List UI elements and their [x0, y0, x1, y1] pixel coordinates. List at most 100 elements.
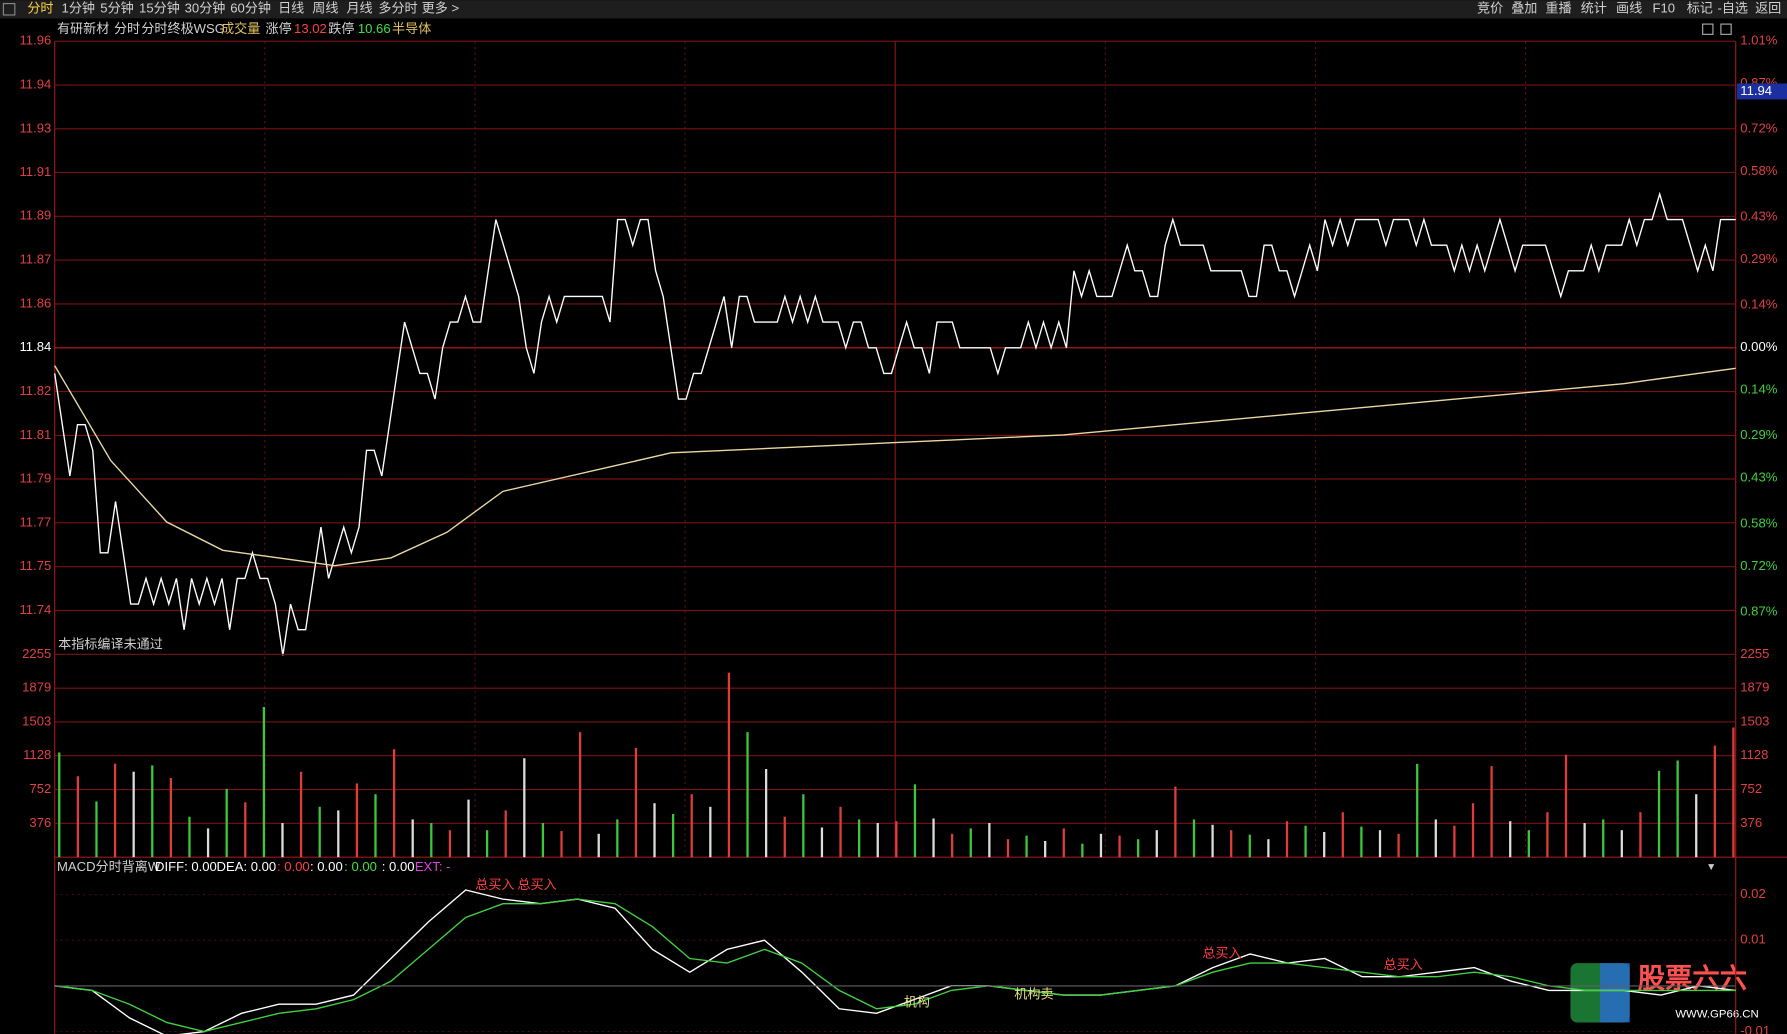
toolbar-tab[interactable]: 15分钟: [139, 0, 180, 16]
menu-icon[interactable]: [2, 3, 16, 16]
y-tick-label: 1503: [22, 713, 51, 728]
y-tick-label: 11.87: [19, 252, 51, 267]
y2-tick-label: 0.00%: [1740, 339, 1777, 354]
indicator-stat: : 0.00: [344, 859, 377, 874]
indicator-note: 本指标编译未通过: [58, 637, 163, 652]
toolbar-button[interactable]: 竞价: [1477, 0, 1503, 16]
toolbar-tab[interactable]: 更多 >: [422, 0, 459, 16]
y-tick-label-right: 0.02: [1740, 886, 1765, 901]
toolbar-tab[interactable]: 5分钟: [100, 0, 133, 16]
toolbar-button[interactable]: 叠加: [1511, 1, 1537, 16]
volume-bar: [1341, 812, 1344, 858]
y-tick-label-right: 752: [1740, 781, 1762, 796]
y2-tick-label: 0.29%: [1740, 251, 1777, 266]
toolbar-tab[interactable]: 日线: [278, 1, 304, 16]
volume-bar: [1639, 812, 1642, 858]
volume-bar: [634, 747, 638, 858]
y-tick-label-right: 0.01: [1740, 932, 1765, 947]
indicator-stat: : 0.00: [277, 859, 310, 874]
volume-bar: [839, 806, 842, 858]
toolbar-tab[interactable]: 多分时: [378, 0, 417, 16]
limit-up-label: 涨停: [266, 20, 292, 36]
volume-bar: [1248, 834, 1251, 858]
volume-bar: [1416, 763, 1419, 858]
watermark-logo-part: [1600, 963, 1630, 1023]
volume-bar: [132, 771, 135, 858]
y-tick-label: 11.75: [19, 558, 51, 573]
series-line: [54, 898, 1736, 1033]
volume-bar: [1471, 803, 1475, 858]
limit-down: 10.66: [358, 21, 391, 36]
toolbar-button[interactable]: 统计: [1581, 1, 1607, 16]
toolbar-button[interactable]: F10: [1653, 1, 1676, 16]
volume-bar: [988, 823, 991, 858]
indicator: 分时终极WSG: [141, 21, 225, 36]
indicator-stat: DEA: 0.00: [217, 859, 277, 874]
volume-bar: [58, 752, 61, 858]
volume-bar: [1211, 824, 1214, 858]
y-tick-label: 11.74: [19, 602, 51, 617]
indicator-stat: EXT: -: [415, 859, 451, 874]
volume-bar: [1378, 830, 1382, 858]
y-tick-label: 752: [29, 781, 51, 796]
panel-control[interactable]: ▼: [1706, 862, 1716, 873]
annotation: 总买入: [517, 877, 556, 892]
y2-tick-label: 0.72%: [1740, 558, 1777, 573]
toolbar-tab[interactable]: 分时: [27, 1, 53, 16]
y-tick-label-right: 2255: [1740, 646, 1769, 661]
y-tick-label: 2255: [22, 646, 51, 661]
layout-button[interactable]: [1720, 23, 1732, 35]
y-tick-label: 1879: [22, 680, 51, 695]
volume-bar: [411, 819, 414, 858]
toolbar-button[interactable]: 标记: [1687, 1, 1713, 16]
period: 分时: [114, 21, 140, 36]
volume-bar: [430, 823, 433, 858]
toolbar-tab[interactable]: 周线: [312, 1, 338, 16]
y2-tick-label: 0.29%: [1740, 427, 1777, 442]
volume-bar: [876, 823, 879, 858]
sector: 半导体: [392, 21, 431, 36]
y-tick-label-right: -0.01: [1740, 1023, 1770, 1034]
toolbar-button[interactable]: 画线: [1616, 1, 1642, 16]
volume-bar: [113, 763, 117, 858]
zoom-button[interactable]: [1702, 23, 1714, 35]
annotation: 总买入: [475, 877, 514, 892]
toolbar-button[interactable]: -自选: [1717, 1, 1748, 16]
toolbar-tab[interactable]: 1分钟: [62, 0, 95, 16]
volume-bar: [76, 776, 80, 858]
y-tick-label: 11.82: [19, 383, 51, 398]
volume-bar: [913, 784, 917, 858]
y-tick-label: 11.81: [19, 427, 51, 442]
y2-tick-label: 0.72%: [1740, 121, 1777, 136]
volume-bar: [1192, 819, 1196, 858]
volume-bar: [318, 806, 321, 858]
indicator-stat: : 0.00: [310, 859, 343, 874]
y-tick-label-right: 1879: [1740, 680, 1769, 695]
toolbar-tab[interactable]: 月线: [346, 1, 372, 16]
toolbar-tab[interactable]: 30分钟: [185, 0, 226, 16]
toolbar-tab[interactable]: 60分钟: [230, 0, 271, 16]
volume-bar: [690, 794, 693, 858]
volume-bar: [448, 830, 452, 858]
y-tick-label: 11.77: [19, 514, 51, 529]
y-tick-label: 11.89: [19, 208, 51, 223]
volume-bar: [1360, 826, 1363, 858]
toolbar-button[interactable]: 返回: [1755, 1, 1781, 16]
indicator-stat: DIFF: 0.00: [155, 859, 217, 874]
y-tick-label: 11.94: [19, 76, 51, 91]
volume-bar: [169, 778, 173, 858]
volume-bar: [951, 833, 954, 858]
volume-bar: [244, 802, 247, 858]
y-tick-label-right: 1503: [1740, 713, 1769, 728]
y2-tick-label: 0.14%: [1740, 297, 1777, 312]
y-tick-label: 11.96: [19, 33, 51, 48]
limit-down-label: 跌停: [328, 20, 354, 36]
volume-bar: [541, 823, 545, 858]
volume-bar: [1713, 745, 1716, 858]
toolbar-button[interactable]: 重播: [1545, 1, 1571, 16]
y-tick-label: 11.86: [19, 295, 51, 310]
volume-bar: [392, 749, 396, 858]
series-line: [54, 365, 1736, 567]
